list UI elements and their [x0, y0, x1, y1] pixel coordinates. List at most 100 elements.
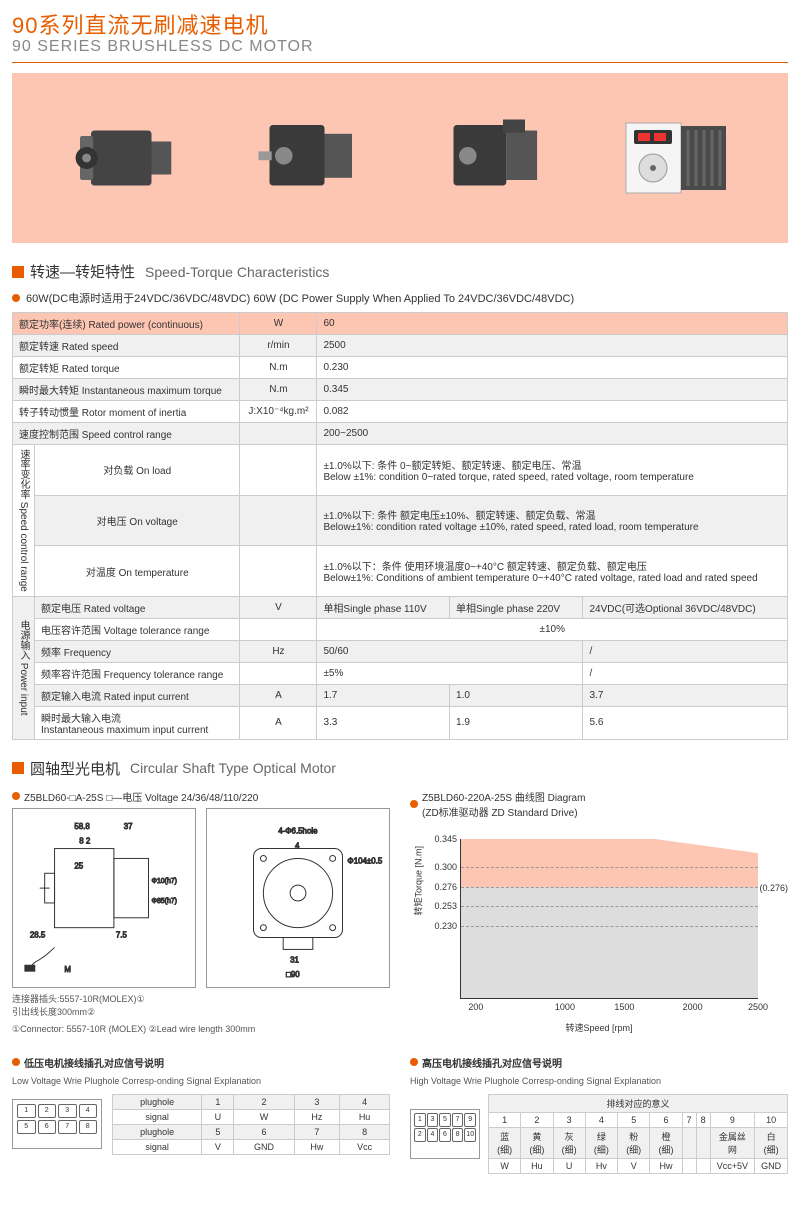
- xtick: 2000: [683, 998, 703, 1012]
- title-cn: 90系列直流无刷减速电机: [12, 8, 788, 40]
- cell: 8: [696, 1112, 710, 1127]
- ytick: 0.230: [434, 921, 461, 931]
- cell: 金属丝网: [710, 1127, 755, 1158]
- cell: 3: [294, 1094, 340, 1109]
- low-v-en: Low Voltage Wrie Plughole Corresp-onding…: [12, 1076, 390, 1086]
- cell: 1.7: [317, 684, 450, 706]
- cell: 黄(细): [521, 1127, 553, 1158]
- section-speed-torque: 转速—转矩特性 Speed-Torque Characteristics: [12, 261, 788, 282]
- cell: 10: [755, 1112, 788, 1127]
- cell: 对负载 On load: [35, 445, 240, 496]
- cell: [240, 662, 317, 684]
- cell: [696, 1127, 710, 1158]
- cell: [240, 546, 317, 597]
- svg-text:28.5: 28.5: [30, 930, 46, 939]
- section-circular: 圆轴型光电机 Circular Shaft Type Optical Motor: [12, 758, 788, 779]
- cell: 对电压 On voltage: [35, 495, 240, 546]
- section-bullet-icon: [12, 762, 24, 774]
- high-plug-table: 排线对应的意义 12345678910 蓝(细)黄(细)灰(细)绿(细)粉(细)…: [488, 1094, 788, 1174]
- text: Z5BLD60-□A-25S □—电压 Voltage 24/36/48/110…: [24, 789, 258, 804]
- ytick: 0.253: [434, 901, 461, 911]
- cell: 蓝(细): [489, 1127, 521, 1158]
- x-title: 转速Speed [rpm]: [565, 1021, 632, 1034]
- cell: J:X10⁻⁴kg.m²: [240, 401, 317, 423]
- cell: [682, 1158, 696, 1173]
- cell: 24VDC(可选Optional 36VDC/48VDC): [583, 596, 788, 618]
- cell: 50/60: [317, 640, 583, 662]
- cell: 速度控制范围 Speed control range: [13, 423, 240, 445]
- svg-text:M: M: [64, 965, 71, 974]
- cell: 1: [202, 1094, 234, 1109]
- dot-icon: [410, 1058, 418, 1066]
- cell: Hw: [294, 1139, 340, 1154]
- cell: 电压容许范围 Voltage tolerance range: [35, 618, 240, 640]
- y-title: 转矩Torque [N.m]: [412, 846, 425, 916]
- high-v-head: 高压电机接线插孔对应信号说明: [410, 1055, 788, 1070]
- svg-text:37: 37: [124, 822, 133, 831]
- cell: 频率 Frequency: [35, 640, 240, 662]
- cell: W: [489, 1158, 521, 1173]
- cell: GND: [234, 1139, 294, 1154]
- svg-text:□90: □90: [286, 970, 300, 979]
- cell: 4: [340, 1094, 390, 1109]
- xtick: 1000: [555, 998, 575, 1012]
- svg-text:25: 25: [74, 861, 83, 870]
- dot-icon: [12, 792, 20, 800]
- cell: 瞬时最大输入电流 Instantaneous maximum input cur…: [35, 706, 240, 739]
- cell: 额定输入电流 Rated input current: [35, 684, 240, 706]
- cell: signal: [113, 1109, 202, 1124]
- cell: [240, 495, 317, 546]
- svg-text:58.8: 58.8: [74, 822, 90, 831]
- torque-speed-chart: 转矩Torque [N.m] 0.345 0.300 0.276 0.253 0…: [410, 829, 788, 1029]
- svg-text:Φ85(h7): Φ85(h7): [151, 898, 176, 905]
- motor-2-icon: [248, 103, 368, 213]
- ytick: 0.345: [434, 834, 461, 844]
- cell: 转子转动惯量 Rotor moment of inertia: [13, 401, 240, 423]
- cell: signal: [113, 1139, 202, 1154]
- power-note-text: 60W(DC电源时适用于24VDC/36VDC/48VDC) 60W (DC P…: [26, 290, 574, 306]
- gridline: [461, 906, 758, 907]
- cell: Hu: [521, 1158, 553, 1173]
- cell: 1.0: [450, 684, 583, 706]
- cell: plughole: [113, 1094, 202, 1109]
- dot-icon: [12, 294, 20, 302]
- chart-region-upper: [461, 839, 758, 887]
- plug-diagram-low: 12345678: [12, 1099, 102, 1149]
- cell: Vcc: [340, 1139, 390, 1154]
- ytick: 0.276: [434, 882, 461, 892]
- cell: N.m: [240, 357, 317, 379]
- cell: 排线对应的意义: [489, 1094, 788, 1112]
- cell: /: [583, 662, 788, 684]
- svg-text:4-Φ6.5hole: 4-Φ6.5hole: [278, 827, 318, 836]
- motor-1-icon: [64, 103, 184, 213]
- cell: 2: [234, 1094, 294, 1109]
- cell: r/min: [240, 335, 317, 357]
- hero-image-strip: [12, 73, 788, 243]
- cell: GND: [755, 1158, 788, 1173]
- svg-text:31: 31: [290, 955, 299, 964]
- high-v-en: High Voltage Wrie Plughole Corresp-ondin…: [410, 1076, 788, 1086]
- cell: 0.082: [317, 401, 788, 423]
- cell: 额定转矩 Rated torque: [13, 357, 240, 379]
- cell: 额定电压 Rated voltage: [35, 596, 240, 618]
- cell: U: [202, 1109, 234, 1124]
- gridline: [461, 926, 758, 927]
- xtick: 2500: [748, 998, 768, 1012]
- svg-text:4: 4: [295, 841, 300, 850]
- svg-text:8 2: 8 2: [79, 836, 90, 845]
- cell: Hu: [340, 1109, 390, 1124]
- cell: Hz: [294, 1109, 340, 1124]
- cell: 1: [489, 1112, 521, 1127]
- cell: 瞬时最大转矩 Instantaneous maximum torque: [13, 379, 240, 401]
- cell: 5: [202, 1124, 234, 1139]
- cell: 6: [234, 1124, 294, 1139]
- text: 高压电机接线插孔对应信号说明: [422, 1055, 562, 1070]
- sec-en: Speed-Torque Characteristics: [145, 264, 329, 280]
- cell: 3.7: [583, 684, 788, 706]
- cell: [240, 423, 317, 445]
- cell: Vcc+5V: [710, 1158, 755, 1173]
- sec-cn: 圆轴型光电机: [30, 758, 120, 779]
- cell: 6: [650, 1112, 682, 1127]
- xtick: 1500: [614, 998, 634, 1012]
- cell: V: [618, 1158, 650, 1173]
